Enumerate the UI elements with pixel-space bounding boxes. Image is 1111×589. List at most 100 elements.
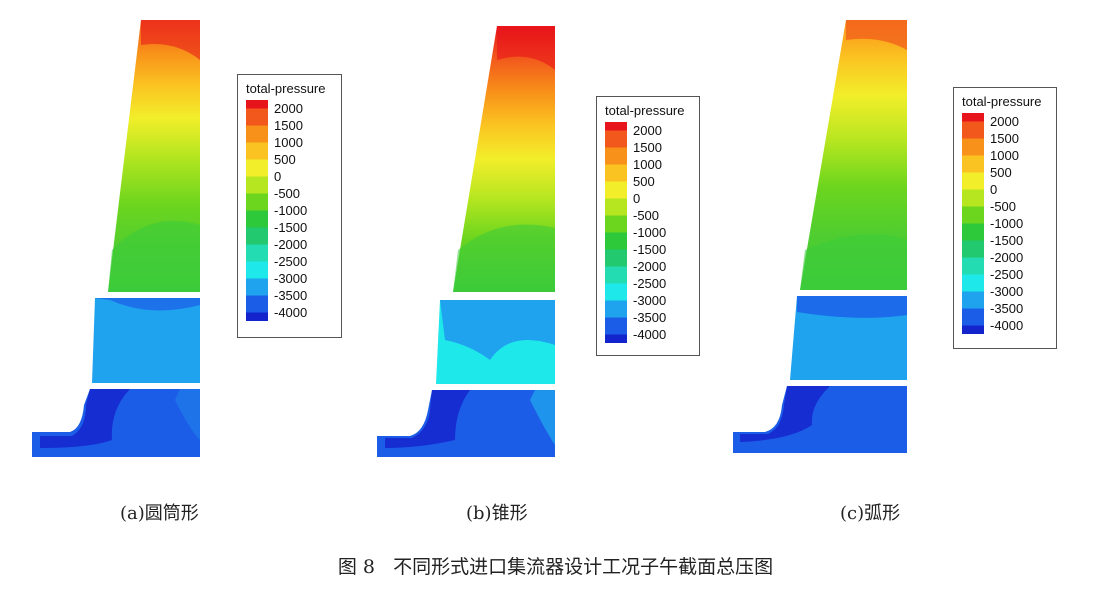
legend-swatch (962, 130, 984, 147)
legend-entry: 2000 (605, 122, 691, 139)
legend-entry: -500 (246, 185, 333, 202)
legend-swatch (962, 317, 984, 334)
legend-level-label: -1000 (990, 216, 1024, 231)
legend-entry: -2000 (246, 236, 333, 253)
legend-swatch (962, 164, 984, 181)
legend-swatch (246, 134, 268, 151)
legend-swatch (962, 181, 984, 198)
legend-entry: 2000 (962, 113, 1048, 130)
legend-level-label: 1500 (990, 131, 1019, 146)
legend-level-label: -2000 (990, 250, 1024, 265)
legend-swatch (605, 241, 627, 258)
contour-plot-cylindrical (32, 20, 200, 457)
legend-swatch (605, 156, 627, 173)
caption-a: (a)圆筒形 (120, 503, 199, 524)
legend-swatch (605, 173, 627, 190)
legend-level-label: 500 (633, 174, 655, 189)
legend-level-label: -3500 (274, 288, 308, 303)
figure-caption: 图 8 不同形式进口集流器设计工况子午截面总压图 (337, 556, 774, 578)
legend-title: total-pressure (246, 81, 326, 96)
legend-entry: 1000 (605, 156, 691, 173)
legend-entry: 1000 (962, 147, 1048, 164)
panel-cylindrical: total-pressure 2000 1500 1000 500 0 -500 -1000… (0, 0, 370, 540)
legend-entry: -1000 (962, 215, 1048, 232)
legend-level-label: -3500 (633, 310, 667, 325)
panel-conical (0, 0, 555, 540)
contour-plot-arc (733, 20, 907, 453)
legend-entry: 1500 (962, 130, 1048, 147)
legend-swatch (246, 270, 268, 287)
legend-level-label: 1500 (633, 140, 662, 155)
legend-swatch (605, 190, 627, 207)
legend-entry: -1000 (605, 224, 691, 241)
legend-level-label: 1000 (274, 135, 303, 150)
legend-level-label: 500 (990, 165, 1012, 180)
legend-swatch (246, 304, 268, 321)
legend-entry: -3500 (605, 309, 691, 326)
legend-entry: -2500 (605, 275, 691, 292)
legend-level-label: -3000 (274, 271, 308, 286)
legend-swatch (246, 202, 268, 219)
legend-level-label: -2500 (633, 276, 667, 291)
legend-swatch (605, 326, 627, 343)
legend-level-label: -500 (633, 208, 660, 223)
legend-swatch (962, 283, 984, 300)
legend-swatch (962, 215, 984, 232)
legend-body: 2000 1500 1000 500 0 -500 -1000 -1500 -2000 -2500… (962, 113, 1048, 334)
legend-swatch (605, 258, 627, 275)
legend-entry: -4000 (246, 304, 333, 321)
legend-level-label: -3000 (990, 284, 1024, 299)
legend-entry: -1000 (246, 202, 333, 219)
legend-entry: -2500 (962, 266, 1048, 283)
legend-swatch (605, 309, 627, 326)
legend-level-label: 1000 (990, 148, 1019, 163)
legend-level-label: -2000 (633, 259, 667, 274)
legend-level-label: -2000 (274, 237, 308, 252)
legend-entry: -2000 (605, 258, 691, 275)
legend-swatch (246, 287, 268, 304)
legend-entry: 500 (962, 164, 1048, 181)
legend-entry: 500 (246, 151, 333, 168)
legend-swatch (605, 292, 627, 309)
legend-body: 2000 1500 1000 500 0 -500 -1000 -1500 -2000 -2500… (246, 100, 333, 321)
legend-entry: 0 (246, 168, 333, 185)
legend-swatch (962, 249, 984, 266)
legend-swatch (246, 236, 268, 253)
legend-entry: 500 (605, 173, 691, 190)
legend-entry: -1500 (605, 241, 691, 258)
legend-level-label: -3000 (633, 293, 667, 308)
legend-level-label: -2500 (990, 267, 1024, 282)
legend-swatch (605, 139, 627, 156)
legend-level-label: -1000 (274, 203, 308, 218)
legend-swatch (605, 275, 627, 292)
legend-entry: 0 (962, 181, 1048, 198)
legend-swatch (962, 232, 984, 249)
legend-swatch (246, 100, 268, 117)
legend-swatch (962, 147, 984, 164)
legend-swatch (246, 151, 268, 168)
legend-entry: -1500 (246, 219, 333, 236)
legend-title: total-pressure (962, 94, 1042, 109)
legend-swatch (962, 198, 984, 215)
legend-swatch (246, 117, 268, 134)
legend-level-label: -1000 (633, 225, 667, 240)
legend-level-label: -500 (274, 186, 301, 201)
legend-swatch (246, 253, 268, 270)
legend-entry: 2000 (246, 100, 333, 117)
legend-level-label: -1500 (990, 233, 1024, 248)
legend-entry: -4000 (605, 326, 691, 343)
legend-entry: 0 (605, 190, 691, 207)
legend: total-pressure 2000 1500 1000 500 0 -500 -1000… (237, 74, 342, 338)
legend-swatch (246, 185, 268, 202)
legend-level-label: 0 (990, 182, 998, 197)
legend-level-label: 1000 (633, 157, 662, 172)
legend-level-label: -2500 (274, 254, 308, 269)
legend-entry: -500 (605, 207, 691, 224)
legend-level-label: 1500 (274, 118, 303, 133)
legend-swatch (605, 224, 627, 241)
legend-level-label: -1500 (633, 242, 667, 257)
legend-body: 2000 1500 1000 500 0 -500 -1000 -1500 -2000 -2500… (605, 122, 691, 343)
legend-swatch (246, 219, 268, 236)
legend-swatch (962, 300, 984, 317)
legend-entry: 1500 (246, 117, 333, 134)
